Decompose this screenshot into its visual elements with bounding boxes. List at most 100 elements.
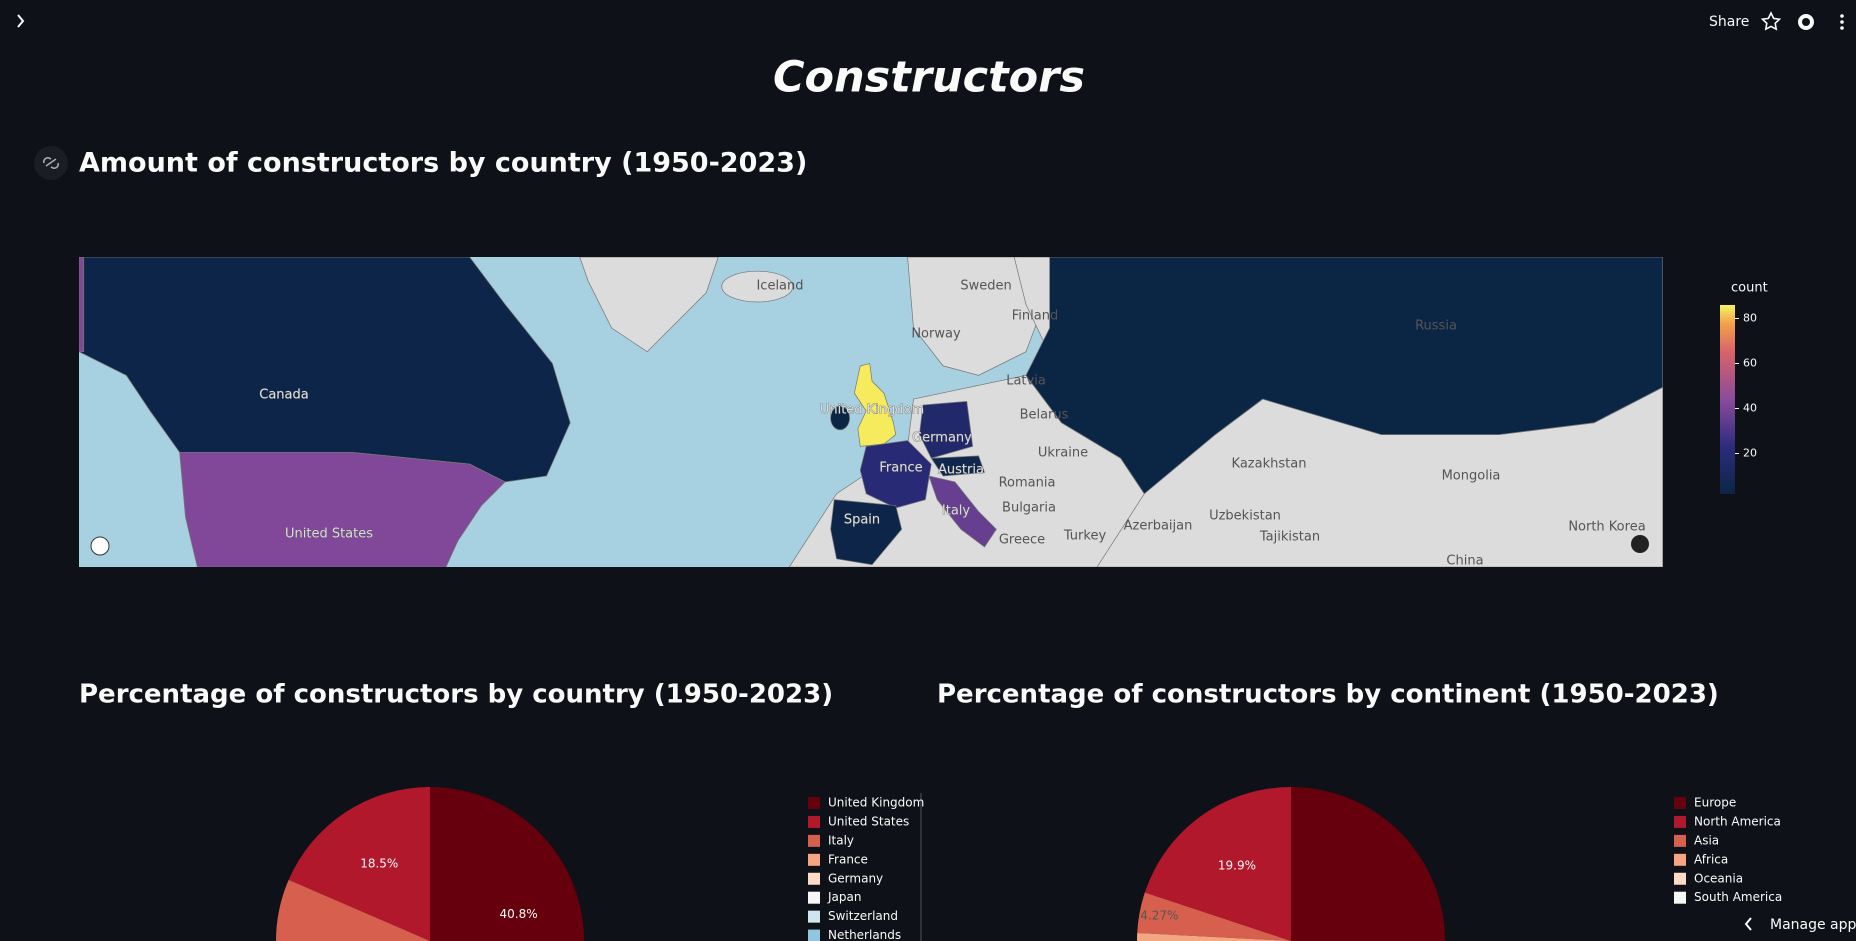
legend-entry: Africa — [1694, 852, 1728, 866]
map-country-label: Latvia — [1006, 374, 1046, 389]
map-country-label: France — [879, 461, 922, 476]
land-dark — [830, 405, 850, 431]
map-info-button[interactable] — [1631, 535, 1649, 553]
country-region[interactable] — [919, 401, 974, 459]
section-heading: Percentage of constructors by continent … — [937, 680, 1719, 710]
legend-entry: Germany — [828, 871, 883, 885]
legend-entry: United Kingdom — [828, 796, 924, 810]
map[interactable] — [79, 257, 1663, 567]
sidebar-toggle[interactable] — [17, 14, 25, 28]
country-region[interactable] — [830, 499, 903, 566]
section-heading: Amount of constructors by country (1950-… — [79, 148, 807, 179]
country-region[interactable] — [179, 451, 506, 567]
legend-entry: Asia — [1694, 833, 1719, 847]
country-region[interactable] — [853, 363, 897, 447]
map-country-label: United States — [285, 527, 373, 542]
map-country-label: Canada — [259, 388, 308, 403]
section-heading: Percentage of constructors by country (1… — [79, 680, 833, 710]
legend-swatch — [1674, 834, 1686, 847]
country-region[interactable] — [859, 440, 932, 509]
colorbar-tick-label: 60 — [1743, 357, 1757, 370]
legend-swatch — [808, 834, 820, 847]
legend-swatch — [808, 797, 820, 809]
legend-swatch — [808, 815, 820, 828]
colorbar-tick-label: 20 — [1743, 447, 1757, 460]
github-icon-inner — [1802, 18, 1810, 26]
legend-entry: France — [828, 852, 868, 866]
map-country-label: United Kingdom — [820, 403, 924, 418]
map-zoom-button[interactable] — [90, 536, 110, 556]
legend-swatch — [808, 910, 820, 923]
legend-swatch — [1674, 797, 1686, 809]
map-country-label: Tajikistan — [1259, 530, 1320, 545]
colorbar-tick-label: 40 — [1743, 402, 1757, 415]
colorbar-title: count — [1731, 281, 1768, 296]
legend-swatch — [808, 929, 820, 941]
country-region[interactable] — [928, 475, 997, 548]
share-button[interactable]: Share — [1709, 14, 1749, 30]
country-region[interactable] — [79, 257, 85, 353]
legend-swatch — [1674, 815, 1686, 828]
pie-slice — [1137, 892, 1291, 941]
manage-chevron[interactable] — [1744, 917, 1752, 931]
pie-slice-label: 19.9% — [1218, 859, 1256, 873]
map-country-label: Azerbaijan — [1124, 519, 1193, 534]
legend-entry: South America — [1694, 890, 1782, 904]
manage-app[interactable]: Manage app — [1770, 917, 1856, 933]
legend-entry: Switzerland — [828, 909, 898, 923]
land — [579, 257, 719, 353]
map-country-label: Romania — [999, 476, 1056, 491]
legend-swatch — [1674, 853, 1686, 866]
legend-entry: Netherlands — [828, 928, 901, 941]
map-country-label: Finland — [1012, 309, 1058, 324]
map-country-label: Turkey — [1063, 529, 1107, 544]
map-country-label: Greece — [999, 533, 1045, 548]
star-button[interactable] — [1760, 11, 1782, 31]
legend-entry: Italy — [828, 833, 854, 847]
legend-entry: North America — [1694, 814, 1781, 828]
pie-slice — [430, 787, 584, 941]
pie-slice — [288, 787, 430, 941]
legend-swatch — [1674, 891, 1686, 904]
map-country-label: Belarus — [1020, 408, 1069, 423]
map-country-label: Iceland — [756, 279, 803, 294]
pie-slice — [1136, 932, 1291, 941]
legend-entry: Japan — [827, 890, 861, 904]
map-country-label: Sweden — [960, 279, 1011, 294]
colorbar — [1720, 305, 1735, 494]
legend-swatch — [808, 853, 820, 866]
map-country-label: Bulgaria — [1002, 501, 1056, 516]
map-country-label: Kazakhstan — [1232, 457, 1307, 472]
link-icon — [43, 157, 59, 169]
country-region[interactable] — [930, 455, 986, 477]
map-country-label: Ukraine — [1038, 446, 1088, 461]
pie-slice — [276, 879, 430, 941]
colorbar-tick-label: 80 — [1743, 312, 1757, 325]
legend-swatch — [1674, 872, 1686, 885]
map-country-label: Spain — [844, 513, 880, 528]
map-country-label: Italy — [942, 504, 971, 519]
legend-entry: Europe — [1694, 796, 1736, 810]
map-country-label: Norway — [911, 327, 961, 342]
menu-button[interactable] — [1840, 14, 1844, 30]
pie-slice-label: 4.27% — [1140, 909, 1178, 923]
pie-slice-label: 18.5% — [360, 856, 398, 870]
page-title: Constructors — [773, 53, 1085, 103]
map-country-label: Mongolia — [1442, 469, 1501, 484]
legend-swatch — [808, 891, 820, 904]
map-country-label: Russia — [1415, 319, 1457, 334]
pie-slice — [1291, 787, 1445, 941]
map-country-label: Uzbekistan — [1209, 509, 1281, 524]
legend-swatch — [808, 872, 820, 885]
pie-slice-label: 40.8% — [500, 907, 538, 921]
map-country-label: Germany — [912, 431, 972, 446]
legend-entry: Oceania — [1694, 871, 1743, 885]
land-dark — [1025, 257, 1663, 495]
map-labels: United Kingdom United States Italy France Ge… — [259, 279, 1646, 569]
pie-slice — [1144, 787, 1291, 941]
map-country-label: China — [1446, 554, 1483, 569]
map-country-label: North Korea — [1568, 520, 1645, 535]
land — [721, 270, 794, 303]
